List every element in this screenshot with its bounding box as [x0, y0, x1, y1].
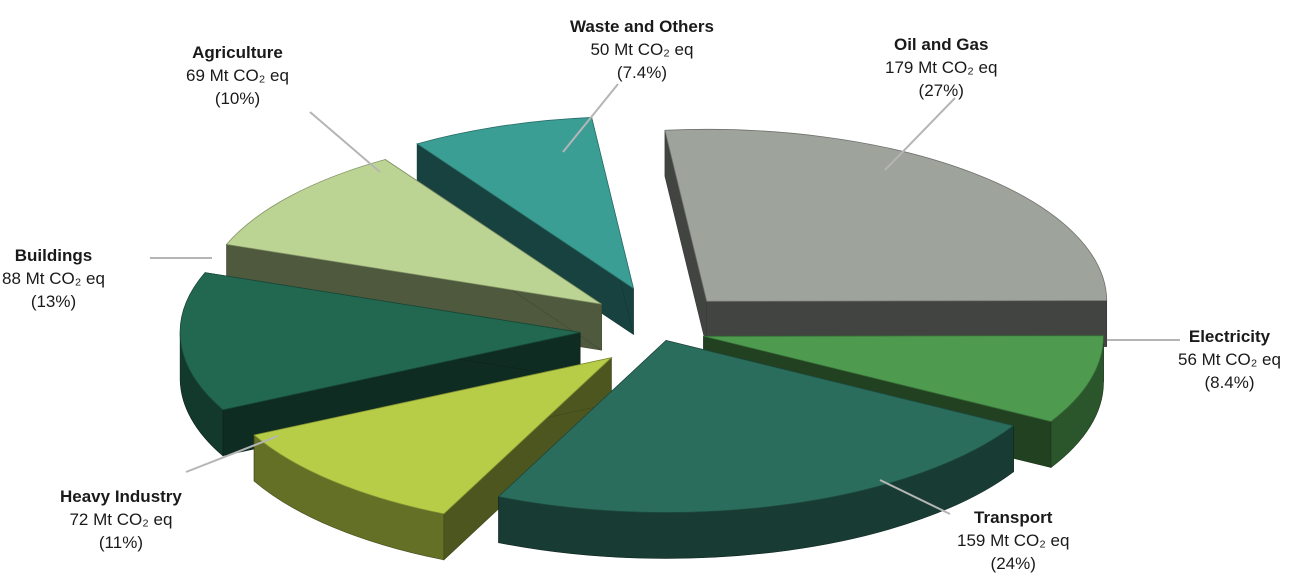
slice-name: Transport — [974, 508, 1053, 527]
slice-percent: (11%) — [98, 533, 143, 552]
slice-percent: (7.4%) — [616, 63, 667, 82]
slice-name: Buildings — [14, 246, 93, 265]
pie-slice-top — [497, 340, 1015, 513]
slice-value: 159 Mt CO₂ eq — [957, 531, 1070, 550]
slice-label-transport: Transport 159 Mt CO₂ eq (24%) — [957, 506, 1069, 575]
pie-slice-transport — [497, 339, 1015, 559]
leader-line-heavy — [185, 435, 279, 473]
pie-slice-top — [253, 356, 613, 515]
pie-slice-top — [225, 159, 602, 305]
slice-label-agriculture: Agriculture 69 Mt CO₂ eq (10%) — [186, 41, 289, 110]
slice-percent: (27%) — [918, 81, 964, 100]
slice-label-electricity: Electricity 56 Mt CO₂ eq (8.4%) — [1178, 325, 1281, 394]
slice-value: 179 Mt CO₂ eq — [885, 58, 998, 77]
slice-value: 72 Mt CO₂ eq — [69, 510, 173, 529]
leader-line-oil — [884, 97, 956, 171]
pie-slice-top — [664, 128, 1108, 302]
slice-name: Oil and Gas — [893, 35, 989, 54]
slice-label-heavy-industry: Heavy Industry 72 Mt CO₂ eq (11%) — [60, 485, 182, 554]
slice-name: Heavy Industry — [60, 487, 182, 506]
slice-name: Agriculture — [192, 43, 283, 62]
pie-slice-heavy — [253, 356, 613, 561]
pie-slice-top — [416, 117, 635, 290]
pie-slice-oil — [664, 128, 1108, 348]
slice-label-buildings: Buildings 88 Mt CO₂ eq (13%) — [2, 244, 105, 313]
leader-line-waste — [562, 83, 619, 153]
slice-label-oil-and-gas: Oil and Gas 179 Mt CO₂ eq (27%) — [885, 33, 997, 102]
slice-percent: (24%) — [990, 554, 1036, 573]
slice-value: 88 Mt CO₂ eq — [2, 269, 105, 288]
slice-name: Waste and Others — [570, 17, 714, 36]
slice-value: 50 Mt CO₂ eq — [590, 40, 694, 59]
slice-name: Electricity — [1188, 327, 1271, 346]
slice-value: 69 Mt CO₂ eq — [186, 66, 289, 85]
pie-slice-top — [179, 272, 581, 411]
slice-percent: (8.4%) — [1204, 373, 1255, 392]
slice-value: 56 Mt CO₂ eq — [1178, 350, 1281, 369]
slice-percent: (13%) — [30, 292, 77, 311]
leader-line-agriculture — [309, 111, 381, 173]
pie-slice-waste — [416, 117, 635, 336]
slice-label-waste-and-others: Waste and Others 50 Mt CO₂ eq (7.4%) — [570, 15, 714, 84]
pie-slice-top — [703, 335, 1104, 422]
leader-line-transport — [879, 479, 951, 515]
slice-percent: (10%) — [214, 89, 261, 108]
